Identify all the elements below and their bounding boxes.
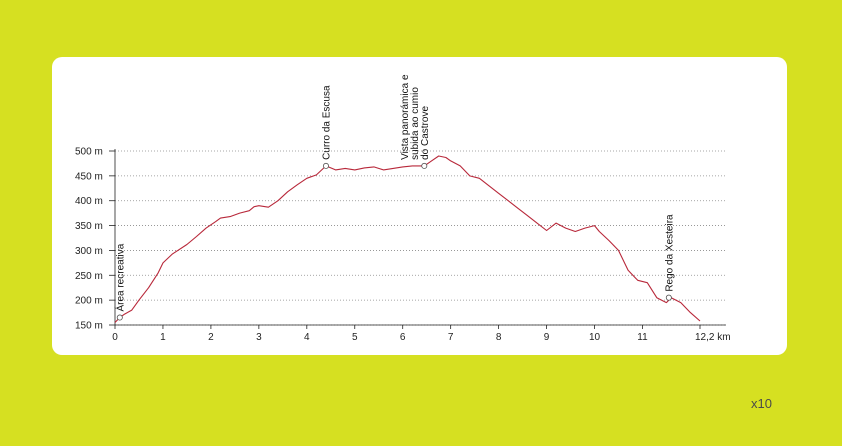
waypoint-label: Vista panorámica e <box>400 74 411 160</box>
waypoint-marker <box>665 294 672 301</box>
x-tick-label: 6 <box>400 332 406 343</box>
x-tick-label: 5 <box>352 332 358 343</box>
waypoint-marker <box>421 162 428 169</box>
waypoint-marker <box>322 162 329 169</box>
x-tick-label: 12,2 km <box>695 332 731 343</box>
waypoint-label: Curro da Escusa <box>321 85 332 160</box>
waypoint-label: Área recreativa <box>113 243 126 311</box>
x-tick-label: 11 <box>637 332 648 343</box>
x-tick-label: 10 <box>589 332 601 343</box>
waypoint-marker <box>116 314 123 321</box>
y-tick-label: 500 m <box>75 147 103 158</box>
x-tick-label: 1 <box>160 332 166 343</box>
chart-card: 150 m 200 m 250 m 300 m 350 m 400 m 450 m 500 m… <box>52 57 787 355</box>
zoom-level-label[interactable]: x10 <box>751 396 772 411</box>
y-tick-label: 350 m <box>75 221 103 232</box>
y-tick-label: 400 m <box>75 196 103 207</box>
x-tick-label: 0 <box>112 332 118 343</box>
x-tick-label: 3 <box>256 332 262 343</box>
waypoint-label: Rego da Xesteira <box>664 214 675 292</box>
waypoint-label: do Castrove <box>420 106 431 160</box>
y-tick-label: 200 m <box>75 296 103 307</box>
x-tick-label: 9 <box>544 332 550 343</box>
elevation-profile-chart: 150 m 200 m 250 m 300 m 350 m 400 m 450 m 500 m… <box>75 74 731 343</box>
elevation-line <box>114 155 701 323</box>
y-tick-label: 150 m <box>75 321 103 332</box>
x-tick-label: 2 <box>208 332 214 343</box>
waypoint-label: subida ao cumio <box>410 87 421 160</box>
y-tick-label: 250 m <box>75 271 103 282</box>
y-tick-label: 450 m <box>75 171 103 182</box>
x-tick-label: 4 <box>304 332 310 343</box>
x-tick-label: 7 <box>448 332 454 343</box>
x-tick-label: 8 <box>496 332 502 343</box>
y-tick-label: 300 m <box>75 246 103 257</box>
